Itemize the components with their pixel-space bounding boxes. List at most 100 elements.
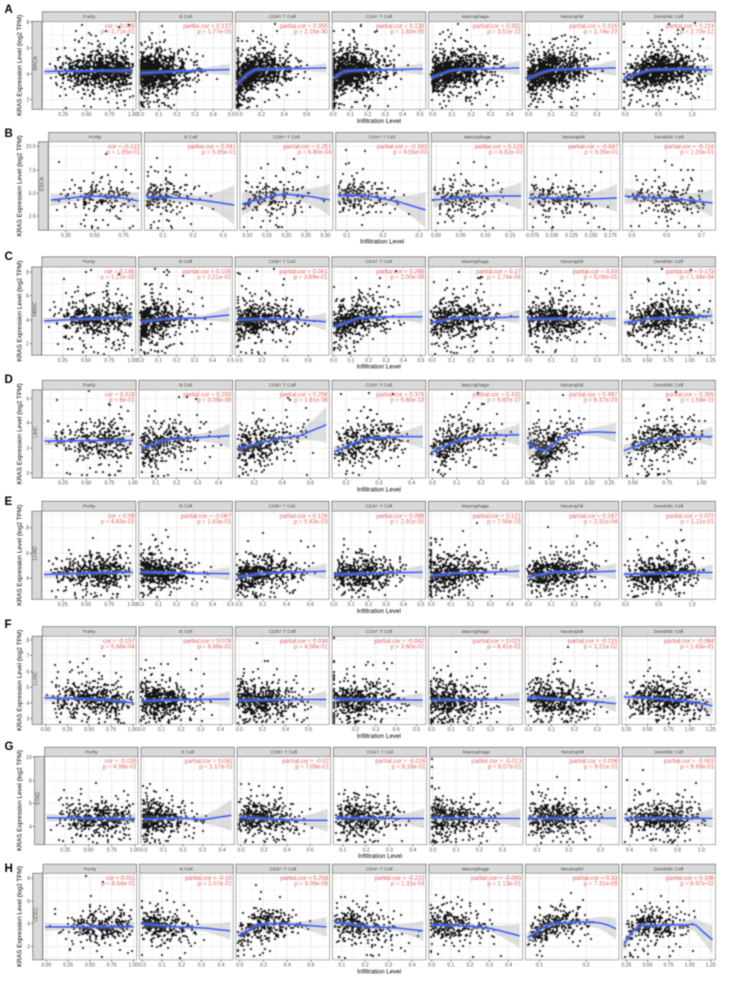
svg-text:0.0: 0.0 <box>525 602 532 608</box>
svg-text:1.00: 1.00 <box>130 847 140 853</box>
svg-text:0.2: 0.2 <box>468 358 475 364</box>
svg-text:partial.cor = -0.222: partial.cor = -0.222 <box>374 876 425 882</box>
svg-text:Macrophage: Macrophage <box>462 866 489 872</box>
svg-text:0.1: 0.1 <box>159 233 166 239</box>
svg-text:0.5: 0.5 <box>655 112 662 118</box>
svg-text:partial.cor = 0.251: partial.cor = 0.251 <box>283 145 332 151</box>
svg-text:0.1: 0.1 <box>155 112 162 118</box>
svg-text:0.25: 0.25 <box>58 481 68 487</box>
svg-text:0.4: 0.4 <box>506 358 513 364</box>
svg-text:p = 1.20e-01: p = 1.20e-01 <box>680 150 715 156</box>
svg-text:p = 2.31e-04: p = 2.31e-04 <box>584 519 619 525</box>
svg-text:E: E <box>5 496 13 508</box>
svg-text:partial.cor = -0.093: partial.cor = -0.093 <box>471 876 522 882</box>
svg-text:p = 1.07e-02: p = 1.07e-02 <box>198 881 233 887</box>
svg-text:0.0: 0.0 <box>137 602 144 608</box>
svg-text:0.2: 0.2 <box>352 727 359 733</box>
svg-text:0.6: 0.6 <box>307 602 314 608</box>
svg-text:CD4+ T Cell: CD4+ T Cell <box>366 629 393 635</box>
svg-text:0.25: 0.25 <box>58 602 68 608</box>
svg-text:0.4: 0.4 <box>210 112 217 118</box>
svg-text:0.4: 0.4 <box>279 481 286 487</box>
svg-text:0.75: 0.75 <box>662 481 672 487</box>
svg-text:0.75: 0.75 <box>107 847 117 853</box>
svg-text:0.2: 0.2 <box>365 602 372 608</box>
svg-text:partial.cor = -0.003: partial.cor = -0.003 <box>664 759 715 765</box>
svg-text:p = 5.43e-03: p = 5.43e-03 <box>294 519 329 525</box>
svg-text:0.1: 0.1 <box>338 963 345 969</box>
svg-text:0.3: 0.3 <box>597 847 604 853</box>
svg-text:0.4: 0.4 <box>400 602 407 608</box>
svg-text:0.2: 0.2 <box>259 727 266 733</box>
svg-text:0.25: 0.25 <box>60 847 70 853</box>
svg-text:Dendritic Cell: Dendritic Cell <box>654 14 683 20</box>
svg-text:0.2: 0.2 <box>260 847 267 853</box>
svg-text:B: B <box>5 128 13 140</box>
svg-text:0.4: 0.4 <box>283 602 290 608</box>
svg-text:partial.cor = -0.067: partial.cor = -0.067 <box>181 514 232 520</box>
svg-text:0.0: 0.0 <box>429 847 436 853</box>
svg-text:p = 2.91e-02: p = 2.91e-02 <box>390 519 425 525</box>
svg-text:0.0: 0.0 <box>329 112 336 118</box>
svg-text:4: 4 <box>26 318 29 324</box>
svg-text:partial.cor = 0.376: partial.cor = 0.376 <box>376 393 425 399</box>
svg-text:5: 5 <box>27 685 30 691</box>
svg-text:2: 2 <box>27 446 30 452</box>
svg-text:partial.cor = 0.167: partial.cor = 0.167 <box>569 514 618 520</box>
svg-text:0.1: 0.1 <box>548 602 555 608</box>
svg-text:0.3: 0.3 <box>486 963 493 969</box>
svg-text:0.0: 0.0 <box>235 602 242 608</box>
svg-text:1.0: 1.0 <box>688 112 695 118</box>
svg-text:KRAS Expression Level (log2 TP: KRAS Expression Level (log2 TPM) <box>17 15 24 116</box>
svg-text:0.5: 0.5 <box>228 112 235 118</box>
svg-text:0.100: 0.100 <box>546 233 559 239</box>
svg-text:0.4: 0.4 <box>281 112 288 118</box>
svg-text:partial.cor = -0.02: partial.cor = -0.02 <box>282 759 330 765</box>
svg-text:0.3: 0.3 <box>375 481 382 487</box>
svg-text:CD8+ T Cell: CD8+ T Cell <box>271 750 298 756</box>
svg-text:0.4: 0.4 <box>219 847 226 853</box>
svg-text:Infiltration Level: Infiltration Level <box>357 364 401 371</box>
svg-text:cor = 0.035: cor = 0.035 <box>105 24 136 30</box>
svg-text:partial.cor = 0.256: partial.cor = 0.256 <box>280 393 329 399</box>
svg-text:8: 8 <box>27 20 30 26</box>
svg-text:Neutrophil: Neutrophil <box>561 504 583 510</box>
svg-text:0.0: 0.0 <box>236 963 243 969</box>
svg-text:0.5: 0.5 <box>227 602 234 608</box>
svg-text:partial.cor = 0.072: partial.cor = 0.072 <box>666 514 715 520</box>
svg-text:0.0: 0.0 <box>235 358 242 364</box>
svg-text:partial.cor = 0.432: partial.cor = 0.432 <box>473 393 522 399</box>
svg-text:0.4: 0.4 <box>284 963 291 969</box>
svg-text:0.1: 0.1 <box>160 847 167 853</box>
svg-text:0.25: 0.25 <box>61 233 71 239</box>
svg-text:0.1: 0.1 <box>448 727 455 733</box>
svg-text:0.4: 0.4 <box>626 847 633 853</box>
svg-text:0.50: 0.50 <box>81 358 91 364</box>
svg-text:B Cell: B Cell <box>179 259 192 265</box>
svg-text:0.3: 0.3 <box>198 963 205 969</box>
svg-text:8: 8 <box>27 876 30 882</box>
svg-text:0.25: 0.25 <box>301 233 311 239</box>
svg-text:0.1: 0.1 <box>548 358 555 364</box>
svg-text:0.2: 0.2 <box>478 481 485 487</box>
svg-text:8: 8 <box>27 638 30 644</box>
svg-text:0.25: 0.25 <box>58 112 68 118</box>
svg-text:cor = 0.011: cor = 0.011 <box>106 876 136 882</box>
svg-text:0.00: 0.00 <box>41 727 51 733</box>
svg-text:0.50: 0.50 <box>84 727 94 733</box>
svg-text:0.0: 0.0 <box>622 602 629 608</box>
svg-text:B Cell: B Cell <box>179 383 192 389</box>
svg-text:p = 6.97e-02: p = 6.97e-02 <box>680 881 715 887</box>
svg-text:0.5: 0.5 <box>413 727 420 733</box>
svg-text:Infiltration Level: Infiltration Level <box>358 853 402 860</box>
svg-text:4: 4 <box>27 701 30 707</box>
svg-text:6: 6 <box>27 46 30 52</box>
svg-text:0.0: 0.0 <box>429 481 436 487</box>
svg-text:0.2: 0.2 <box>570 112 577 118</box>
svg-text:0.2: 0.2 <box>178 963 185 969</box>
svg-text:0.05: 0.05 <box>456 233 466 239</box>
svg-text:F: F <box>5 619 12 631</box>
svg-text:Macrophage: Macrophage <box>462 504 489 510</box>
svg-text:0.4: 0.4 <box>215 481 222 487</box>
svg-text:LUAD: LUAD <box>33 546 39 560</box>
